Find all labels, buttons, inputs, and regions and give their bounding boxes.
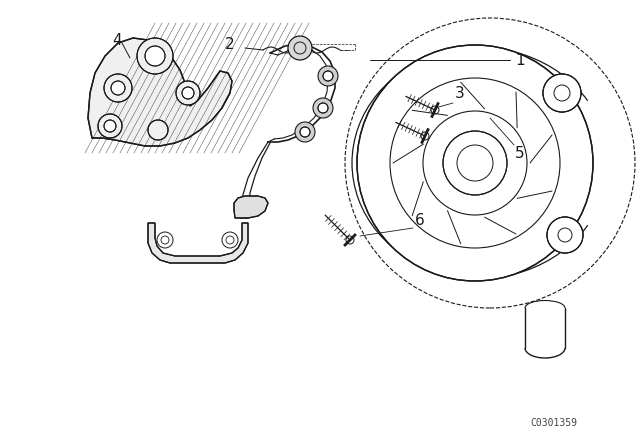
Circle shape <box>300 127 310 137</box>
Text: 4: 4 <box>112 33 122 47</box>
Polygon shape <box>234 196 268 218</box>
Circle shape <box>145 46 165 66</box>
Circle shape <box>357 45 593 281</box>
Circle shape <box>288 36 312 60</box>
Circle shape <box>543 74 581 112</box>
Circle shape <box>104 120 116 132</box>
Text: 3: 3 <box>455 86 465 100</box>
Text: 2: 2 <box>225 36 235 52</box>
Text: 1: 1 <box>515 52 525 68</box>
Circle shape <box>313 98 333 118</box>
Circle shape <box>104 74 132 102</box>
Circle shape <box>98 114 122 138</box>
Circle shape <box>157 232 173 248</box>
Circle shape <box>111 81 125 95</box>
Text: C0301359: C0301359 <box>530 418 577 428</box>
Circle shape <box>137 38 173 74</box>
Circle shape <box>323 71 333 81</box>
Circle shape <box>547 217 583 253</box>
Circle shape <box>176 81 200 105</box>
Circle shape <box>318 66 338 86</box>
Polygon shape <box>148 223 248 263</box>
Circle shape <box>222 232 238 248</box>
Text: 6: 6 <box>415 212 425 228</box>
Circle shape <box>318 103 328 113</box>
Text: 5: 5 <box>515 146 525 160</box>
Polygon shape <box>88 38 232 146</box>
Circle shape <box>443 131 507 195</box>
Circle shape <box>182 87 194 99</box>
Circle shape <box>295 122 315 142</box>
Circle shape <box>148 120 168 140</box>
